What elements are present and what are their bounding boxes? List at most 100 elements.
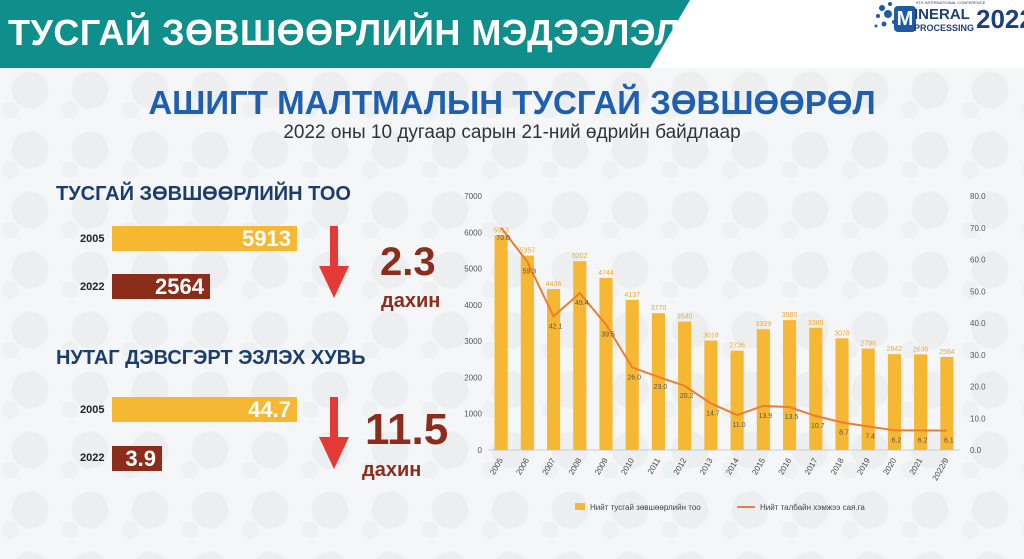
legend-line-label: Нийт талбайн хэмжээ сая.га	[760, 503, 865, 512]
chart-bar	[914, 354, 928, 450]
coverage-year-2022: 2022	[80, 452, 105, 464]
line-data-label: 39.5	[601, 332, 615, 339]
x-tick-label: 2013	[698, 456, 715, 476]
chart-bar	[651, 313, 665, 450]
y-right-tick-label: 70.0	[970, 224, 986, 233]
licenses-value-2022: 2564	[155, 274, 204, 299]
bar-data-label: 3540	[677, 314, 693, 321]
line-data-label: 8.7	[839, 429, 849, 436]
y-left-tick-label: 5000	[464, 265, 482, 274]
chart-bar	[547, 289, 561, 450]
y-right-tick-label: 50.0	[970, 287, 986, 296]
y-left-tick-label: 6000	[464, 228, 482, 237]
x-tick-label: 2010	[619, 456, 636, 476]
line-data-label: 59.3	[523, 269, 537, 276]
x-tick-label: 2017	[803, 456, 820, 476]
bar-data-label: 3580	[782, 312, 798, 319]
license-chart: 0 1000 2000 3000 4000 5000 6000 7000 0.0 10.0 20.0…	[464, 192, 986, 512]
bar-data-label: 5202	[572, 253, 588, 260]
chart-bar	[599, 277, 613, 450]
line-data-label: 26.0	[627, 374, 641, 381]
x-tick-label: 2006	[514, 456, 531, 476]
bar-data-label: 5357	[520, 248, 536, 255]
bar-data-label: 3018	[703, 332, 719, 339]
x-tick-label: 2015	[750, 456, 767, 476]
x-tick-label: 2021	[908, 456, 925, 476]
bar-data-label: 4744	[598, 270, 614, 277]
bar-data-label: 2636	[913, 346, 929, 353]
x-tick-label: 2014	[724, 456, 741, 476]
chart-bar	[494, 235, 508, 450]
y-left-tick-label: 4000	[464, 301, 482, 310]
coverage-year-2005: 2005	[80, 404, 105, 416]
coverage-ratio: 11.5	[365, 405, 449, 454]
chart-bar	[940, 356, 954, 450]
chart-bar	[809, 327, 823, 450]
x-tick-label: 2011	[646, 456, 663, 476]
coverage-value-2005: 44.7	[248, 397, 291, 422]
coverage-value-2022: 3.9	[125, 446, 156, 471]
y-right-tick-label: 40.0	[970, 319, 986, 328]
x-tick-label: 2019	[855, 456, 872, 476]
bar-data-label: 2642	[887, 346, 903, 353]
y-right-tick-label: 0.0	[970, 446, 982, 455]
legend-bar-label: Нийт тусгай зөвшөөрлийн тоо	[590, 503, 701, 512]
y-left-tick-label: 7000	[464, 192, 482, 201]
chart-bar	[861, 348, 875, 450]
line-data-label: 11.0	[733, 422, 746, 429]
y-left-tick-label: 1000	[464, 410, 482, 419]
arrow-down-icon	[319, 226, 349, 298]
legend-bar-swatch	[575, 503, 585, 510]
x-tick-label: 2005	[488, 456, 505, 476]
coverage-bar-2022: 3.9	[112, 446, 162, 471]
logo-year: 2022	[976, 4, 1024, 34]
line-data-label: 14.7	[706, 410, 720, 417]
page-title: АШИГТ МАЛТМАЛЫН ТУСГАЙ ЗӨВШӨӨРӨЛ	[148, 84, 876, 121]
chart-bar	[887, 354, 901, 450]
logo-mark: M	[894, 6, 916, 32]
x-tick-label: 2012	[672, 456, 689, 476]
conference-logo: 9TH INTERNATIONAL CONFERENCE M INERAL PR…	[872, 0, 1024, 44]
arrow-down-icon	[319, 397, 349, 469]
line-data-label: 23.0	[654, 384, 668, 391]
licenses-bar-2022: 2564	[112, 274, 210, 299]
licenses-value-2005: 5913	[242, 226, 291, 251]
line-data-label: 20.2	[680, 393, 694, 400]
chart-bar	[730, 350, 744, 450]
licenses-year-2022: 2022	[80, 281, 105, 293]
chart-line	[500, 227, 947, 432]
logo-word-mineral: INERAL	[914, 6, 970, 23]
coverage-section-title: НУТАГ ДЭВСГЭРТ ЭЗЛЭХ ХУВЬ	[56, 347, 366, 369]
line-data-label: 6.2	[918, 437, 928, 444]
y-right-tick-label: 30.0	[970, 351, 986, 360]
x-tick-label: 2007	[541, 456, 558, 476]
logo-small-text: 9TH INTERNATIONAL CONFERENCE	[916, 0, 986, 5]
y-right-tick-label: 20.0	[970, 383, 986, 392]
x-tick-label: 2020	[881, 456, 898, 476]
line-data-label: 10.7	[811, 423, 825, 430]
x-tick-label: 2016	[777, 456, 794, 476]
chart-bar	[573, 261, 587, 450]
bar-data-label: 5913	[493, 227, 509, 234]
coverage-ratio-word: дахин	[362, 459, 422, 481]
line-data-label: 6.2	[892, 437, 902, 444]
licenses-bar-2005: 5913	[112, 226, 297, 251]
bar-data-label: 3770	[651, 305, 667, 312]
licenses-ratio-word: дахин	[381, 290, 441, 312]
header-title: ТУСГАЙ ЗӨВШӨӨРЛИЙН МЭДЭЭЛЭЛ	[8, 12, 681, 53]
chart-bar	[625, 299, 639, 450]
chart-bar	[704, 340, 718, 450]
bar-data-label: 4137	[624, 292, 640, 299]
chart-bar	[756, 329, 770, 450]
line-data-label: 13.5	[785, 414, 799, 421]
line-data-label: 13.9	[759, 413, 773, 420]
x-tick-label: 2008	[567, 456, 584, 476]
line-data-label: 7.4	[865, 434, 875, 441]
coverage-bar-2005: 44.7	[112, 397, 297, 422]
line-data-label: 70.0	[496, 235, 510, 242]
x-tick-label: 2018	[829, 456, 846, 476]
licenses-year-2005: 2005	[80, 233, 105, 245]
line-data-label: 6.1	[944, 438, 954, 445]
line-data-label: 42.1	[549, 323, 563, 330]
y-left-tick-label: 3000	[464, 337, 482, 346]
